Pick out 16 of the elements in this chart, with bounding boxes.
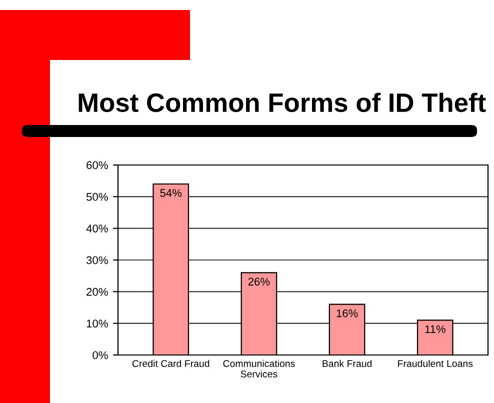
y-tick-label: 10% xyxy=(86,320,108,328)
y-tick-label: 40% xyxy=(86,224,108,232)
x-tick-label: Bank Fraud xyxy=(322,360,372,367)
data-label: 26% xyxy=(248,278,270,286)
y-tick-label: 0% xyxy=(92,351,108,360)
x-tick-label: Credit Card Fraud xyxy=(132,360,210,367)
x-tick-label: Communications Services xyxy=(223,360,295,378)
y-tick-label: 50% xyxy=(86,192,108,201)
chart-title: Most Common Forms of ID Theft xyxy=(78,92,486,112)
y-tick-label: 30% xyxy=(86,256,108,264)
y-tick-label: 20% xyxy=(86,288,108,296)
data-label: 11% xyxy=(425,325,446,334)
y-tick-label: 60% xyxy=(86,161,108,170)
data-label: 54% xyxy=(160,189,182,197)
data-label: 16% xyxy=(336,309,358,318)
x-tick-label: Fraudulent Loans xyxy=(398,360,473,367)
